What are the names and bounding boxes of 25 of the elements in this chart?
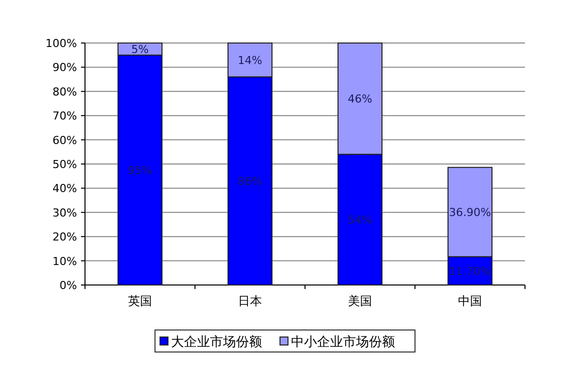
y-tick-label: 90% [52,61,77,74]
legend-label: 中小企业市场份额 [291,335,395,350]
x-tick-label: 美国 [348,294,372,308]
y-tick-label: 30% [52,206,77,220]
data-label: 5% [131,43,149,56]
legend-label: 大企业市场份额 [171,335,262,350]
y-tick-label: 50% [52,158,77,171]
y-tick-label: 40% [52,182,77,196]
y-tick-label: 80% [52,85,77,98]
y-tick-label: 100% [46,37,77,50]
x-tick-label: 中国 [458,294,482,308]
y-tick-label: 20% [52,230,77,244]
data-label: 11.70% [449,264,491,278]
data-label: 36.90% [449,206,491,220]
data-label: 14% [238,54,262,67]
y-tick-label: 70% [52,110,77,123]
y-tick-label: 10% [52,254,77,268]
data-label: 95% [128,164,152,178]
y-tick-label: 60% [52,134,77,147]
y-tick-label: 0% [60,279,77,292]
data-label: 86% [238,174,262,188]
x-tick-label: 日本 [238,294,262,308]
data-label: 46% [348,92,372,106]
data-label: 54% [348,214,372,227]
x-tick-label: 英国 [128,294,152,308]
